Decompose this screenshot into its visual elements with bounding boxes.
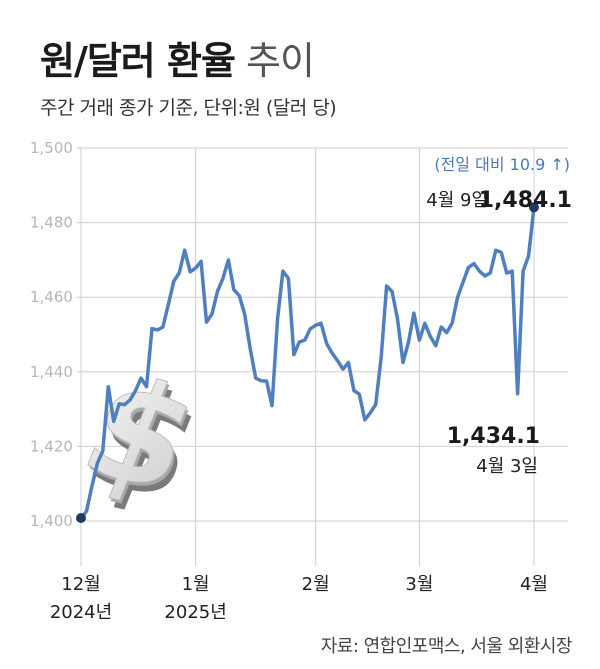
y-tick-label: 1,500 <box>30 139 73 157</box>
x-tick-label: 1월 <box>182 574 210 595</box>
x-tick-year-label: 2025년 <box>164 602 226 623</box>
y-tick-label: 1,480 <box>30 214 73 232</box>
annotations: (전일 대비 10.9 ↑) 4월 9일 1,484.1 1,434.1 4월 … <box>426 155 572 477</box>
y-axis: 1,400 1,420 1,440 1,460 1,480 1,500 <box>30 139 73 530</box>
high-point-marker <box>529 202 539 213</box>
dollar-sign-3d-icon: $ $ $ <box>61 346 222 532</box>
title-main: 원/달러 환율 <box>40 39 236 83</box>
x-tick-label: 4월 <box>520 574 548 595</box>
x-tick-year-label: 2024년 <box>50 602 112 623</box>
change-annotation: (전일 대비 10.9 ↑) <box>434 155 570 174</box>
x-axis: 12월 2024년 1월 2025년 2월 3월 4월 <box>50 574 548 623</box>
y-tick-label: 1,420 <box>30 437 73 455</box>
x-tick-label: 3월 <box>405 574 433 595</box>
source-note: 자료: 연합인포맥스, 서울 외환시장 <box>320 636 573 657</box>
series <box>76 202 539 524</box>
chart-title: 원/달러 환율 추이 <box>40 30 315 85</box>
high-value-label: 1,484.1 <box>479 188 572 213</box>
y-tick-label: 1,460 <box>30 288 73 306</box>
y-tick-label: 1,400 <box>30 512 73 530</box>
x-tick-label: 12월 <box>61 574 100 595</box>
y-tick-label: 1,440 <box>30 363 73 381</box>
grid <box>77 147 568 566</box>
chart-subtitle: 주간 거래 종가 기준, 단위:원 (달러 당) <box>40 97 337 119</box>
low-date-label: 4월 3일 <box>476 456 538 477</box>
low-point-marker <box>76 513 86 524</box>
low-value-label: 1,434.1 <box>447 424 540 449</box>
title-suffix: 추이 <box>246 39 315 83</box>
series-line <box>79 205 536 520</box>
x-tick-label: 2월 <box>302 574 330 595</box>
high-date-label: 4월 9일 <box>426 190 488 211</box>
